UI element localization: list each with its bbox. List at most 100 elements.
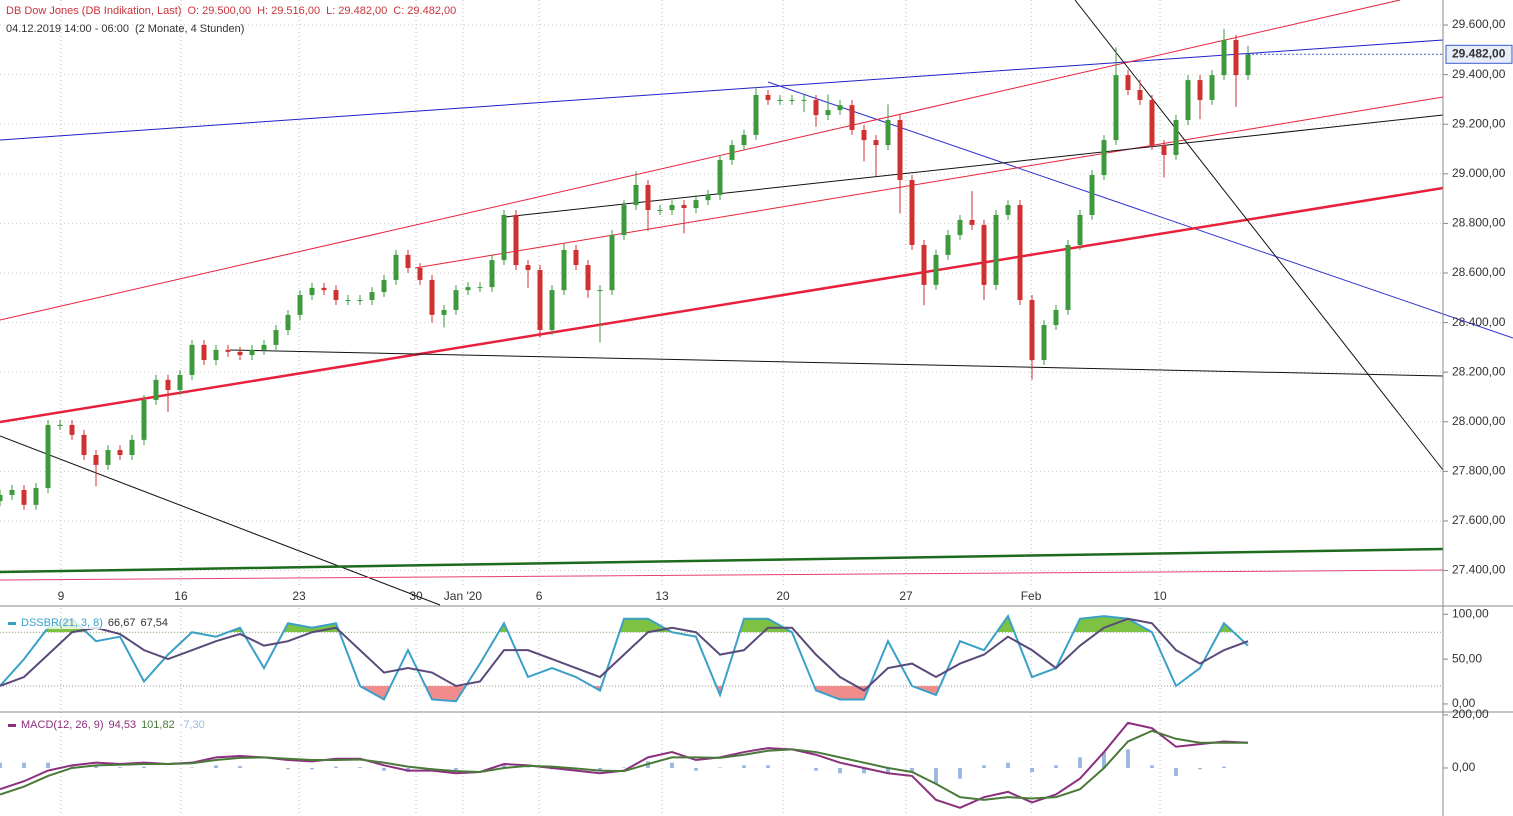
histogram-bar xyxy=(910,767,914,772)
ohlc-label: O: 29.500,00 xyxy=(187,5,252,17)
y-tick-label: 200,00 xyxy=(1452,707,1489,721)
candle-body xyxy=(309,287,315,296)
indicator-line xyxy=(0,617,1249,692)
candle-body xyxy=(1197,80,1203,100)
histogram-bar xyxy=(670,762,674,768)
histogram-bar xyxy=(862,767,866,774)
candle-body xyxy=(237,351,243,356)
candle-body xyxy=(297,295,303,315)
candle-body xyxy=(141,399,147,440)
candle-body xyxy=(1005,205,1011,215)
candle-body xyxy=(57,424,63,426)
x-tick-label: 23 xyxy=(292,589,306,603)
legend-value: -7,30 xyxy=(179,719,205,731)
y-tick-label: 27.400,00 xyxy=(1452,563,1506,577)
legend-value: 94,53 xyxy=(108,719,137,731)
histogram-bar xyxy=(94,765,98,768)
candle-body xyxy=(81,434,87,455)
x-tick-label: 20 xyxy=(776,589,790,603)
histogram-bar xyxy=(502,764,506,768)
candle-body xyxy=(705,194,711,201)
histogram-bar xyxy=(214,765,218,768)
candle-body xyxy=(177,374,183,391)
histogram-bar xyxy=(70,765,74,768)
candle-body xyxy=(813,99,819,116)
candle-body xyxy=(1209,75,1215,100)
candle-body xyxy=(777,99,783,101)
histogram-bar xyxy=(382,767,386,771)
candle-body xyxy=(117,450,123,455)
candle-body xyxy=(681,205,687,209)
overbought-fill xyxy=(44,616,1234,633)
x-tick-label: Feb xyxy=(1021,589,1042,603)
candle-body xyxy=(45,424,51,488)
y-tick-label: 29.000,00 xyxy=(1452,166,1506,180)
trend-line xyxy=(0,547,1444,574)
candle-body xyxy=(1029,300,1035,361)
x-tick-label: 13 xyxy=(655,589,669,603)
y-tick-label: 28.200,00 xyxy=(1452,364,1506,378)
macd-legend: MACD(12, 26, 9) 94,53 101,82 -7,30 xyxy=(8,719,205,731)
candle-body xyxy=(657,210,663,212)
candle-body xyxy=(741,134,747,146)
histogram-bar xyxy=(766,765,770,768)
candle-body xyxy=(357,300,363,302)
period: (2 Monate, 4 Stunden) xyxy=(134,23,245,35)
candle-body xyxy=(1233,39,1239,76)
candle-body xyxy=(765,94,771,100)
x-tick-label: 10 xyxy=(1153,589,1167,603)
histogram-bar xyxy=(190,767,194,768)
candle-body xyxy=(1101,140,1107,176)
candle-body xyxy=(501,214,507,261)
legend-value: 101,82 xyxy=(141,719,175,731)
candle-body xyxy=(921,244,927,285)
x-tick-label: Jan '20 xyxy=(444,589,483,603)
candle-body xyxy=(981,224,987,285)
y-tick-label: 29.200,00 xyxy=(1452,116,1506,130)
candle-body xyxy=(465,287,471,291)
legend-title: DSSBR(21, 3, 8) xyxy=(21,617,103,629)
candle-body xyxy=(249,349,255,356)
candle-body xyxy=(489,260,495,288)
histogram-bar xyxy=(310,767,314,770)
subheader-line: 04.12.2019 14:00 - 06:00 (2 Monate, 4 St… xyxy=(6,23,244,35)
histogram-bar xyxy=(694,767,698,771)
candle-body xyxy=(1077,214,1083,245)
trend-line xyxy=(0,435,441,606)
histogram-bar xyxy=(1198,767,1202,770)
trend-line xyxy=(414,96,1444,269)
ohlc-label: H: 29.516,00 xyxy=(257,5,321,17)
candle-body xyxy=(225,349,231,352)
trend-line xyxy=(229,349,1444,377)
candle-body xyxy=(393,254,399,280)
candle-body xyxy=(345,300,351,302)
candle-body xyxy=(261,344,267,350)
candle-body xyxy=(405,254,411,269)
candle-body xyxy=(633,184,639,206)
candle-body xyxy=(585,265,591,291)
grid-layer xyxy=(0,0,1443,816)
legend-value: 67,54 xyxy=(140,617,168,629)
y-tick-label: 50,00 xyxy=(1452,651,1482,665)
candle-body xyxy=(429,279,435,315)
y-tick-label: 29.600,00 xyxy=(1452,17,1506,31)
candle-body xyxy=(1041,325,1047,361)
candle-body xyxy=(669,205,675,211)
histogram-bar xyxy=(742,765,746,768)
candle-body xyxy=(1149,99,1155,146)
candle-body xyxy=(537,270,543,331)
histogram-bar xyxy=(1174,767,1178,776)
histogram-bar xyxy=(1030,767,1034,772)
x-tick-label: 30 xyxy=(409,589,423,603)
candle-body xyxy=(381,279,387,293)
histogram-bar xyxy=(598,767,602,771)
candle-body xyxy=(1221,39,1227,76)
candle-body xyxy=(969,219,975,225)
histogram-bar xyxy=(454,767,458,771)
histogram-bar xyxy=(1006,762,1010,768)
y-tick-label: 27.600,00 xyxy=(1452,513,1506,527)
candle-body xyxy=(333,290,339,301)
candle-body xyxy=(93,454,99,465)
